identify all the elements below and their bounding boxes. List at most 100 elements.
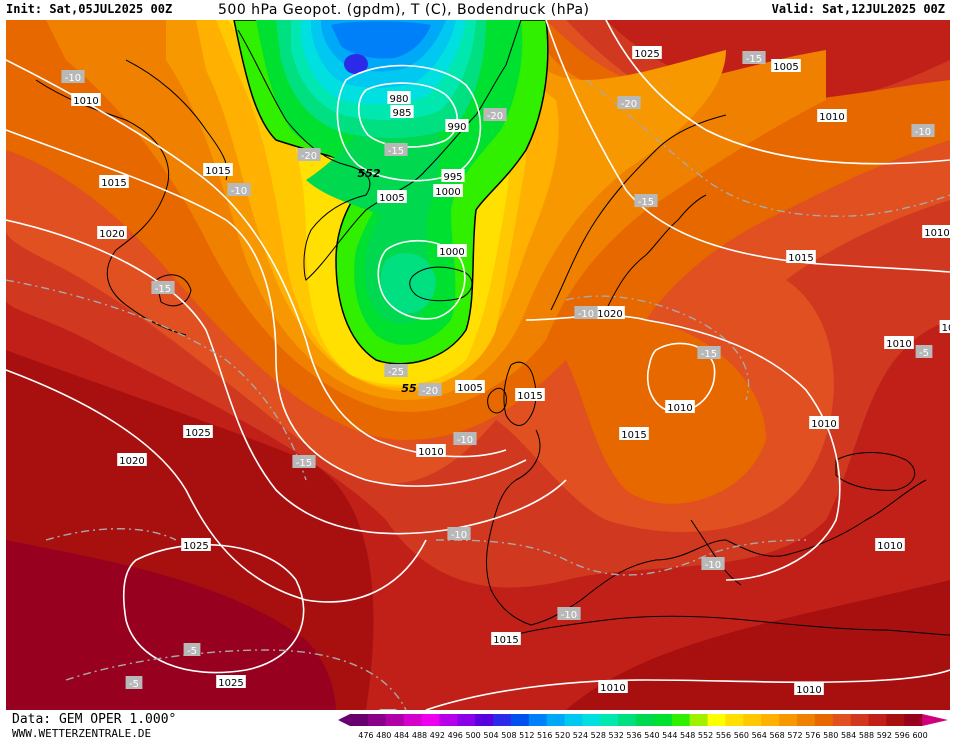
colorbar-tick-label: 560 [734, 731, 749, 740]
colorbar-swatch [779, 714, 798, 726]
pressure-label: 1010 [794, 682, 824, 696]
temperature-label-text: -10 [65, 73, 81, 84]
temperature-label-box [911, 124, 935, 137]
pressure-label-box [99, 175, 129, 188]
pressure-label: 1005 [455, 380, 485, 394]
temperature-label: -15 [292, 455, 316, 469]
colorbar-swatch [367, 714, 387, 726]
pressure-label-text: 1015 [788, 253, 813, 264]
pressure-label-text: 1015 [101, 178, 126, 189]
weather-map: 1010 1015 1015 1020 1025 1020 1025 1025 980 985 99… [6, 20, 950, 710]
height-labels: 552 55 [358, 167, 417, 395]
colorbar-swatch [457, 714, 476, 726]
pressure-label-box [387, 91, 411, 104]
temperature-label-text: -15 [746, 54, 762, 65]
colorbar-swatch [636, 714, 655, 726]
field-dark-red-se [566, 580, 950, 710]
pressure-label: 1020 [97, 226, 127, 240]
coast-newfoundland [155, 274, 192, 307]
pressure-label: 1010 [922, 225, 950, 239]
pressure-label: 1010 [817, 109, 847, 123]
pressure-label-box [794, 682, 824, 695]
pressure-label: 1005 [771, 59, 801, 73]
temperature-label-text: -10 [451, 530, 467, 541]
colorbar-tick-label: 552 [698, 731, 713, 740]
colorbar-tick-label: 556 [716, 731, 731, 740]
colorbar-swatch [385, 714, 405, 726]
temperature-label-box [125, 676, 143, 689]
pressure-label-text: 995 [443, 172, 462, 183]
colorbar-swatch [707, 714, 726, 726]
isobar-4 [6, 369, 427, 603]
temperature-label-text: -10 [561, 610, 577, 621]
temperature-label: -15 [634, 194, 658, 208]
temperature-label: -20 [617, 96, 641, 110]
temperature-label: -15 [384, 143, 408, 157]
pressure-label-box [390, 105, 414, 118]
colorbar-tick-label: 588 [859, 731, 874, 740]
pressure-label-box [786, 250, 816, 263]
colorbar-swatch [850, 714, 869, 726]
pressure-label: 1020 [595, 306, 625, 320]
coast-europe-west [486, 429, 582, 626]
temperature-label-text: -5 [187, 646, 197, 657]
temperature-label-box [483, 108, 507, 121]
colorbar-swatch [350, 714, 369, 726]
pressure-label-box [632, 46, 662, 59]
pressure-label-text: 1000 [439, 247, 464, 258]
pressure-label-box [771, 59, 801, 72]
pressure-label-text: 1010 [667, 403, 692, 414]
colorbar-swatch [725, 714, 744, 726]
pressure-label-text: 990 [447, 122, 466, 133]
pressure-label: 1015 [99, 175, 129, 189]
temperature-label: -15 [697, 346, 721, 360]
temperature-label: -10 [447, 527, 471, 541]
temperature-label-text: -5 [919, 348, 929, 359]
temp-contour-3 [65, 649, 407, 710]
colorbar-swatch [671, 714, 691, 726]
temperature-label-box [701, 557, 725, 570]
temperature-label-text: -25 [388, 367, 404, 378]
colorbar-tick-label: 564 [752, 731, 767, 740]
coast-norway [550, 114, 727, 311]
pressure-label-text: 1005 [379, 193, 404, 204]
pressure-label: 1025 [632, 46, 662, 60]
temp-contour-5 [585, 79, 950, 217]
colorbar-tick-label: 508 [501, 731, 516, 740]
colorbar-tick-label: 596 [895, 731, 910, 740]
temperature-label-text: -20 [422, 386, 438, 397]
coast-africa [495, 615, 950, 641]
temperature-label-box [634, 194, 658, 207]
colorbar-tick-label: 548 [680, 731, 695, 740]
temperature-label-box [418, 383, 442, 396]
pressure-label: 1015 [619, 427, 649, 441]
pressure-label: 1010 [416, 444, 446, 458]
pressure-label-text: 1010 [600, 683, 625, 694]
pressure-label: 1010 [598, 680, 628, 694]
temperature-label-text: -5 [129, 679, 139, 690]
colorbar-swatch [493, 714, 512, 726]
temperature-label: -10 [227, 183, 251, 197]
temperature-label-text: -15 [638, 197, 654, 208]
pressure-label: 1020 [117, 453, 147, 467]
pressure-label-box [619, 427, 649, 440]
temperature-label-box [384, 364, 408, 377]
coast-sweden-finland [605, 194, 707, 311]
pressure-label: 990 [445, 119, 469, 133]
temperature-label: -15 [742, 51, 766, 65]
temperature-label-box [292, 455, 316, 468]
temperature-label: -15 [151, 281, 175, 295]
pressure-label-text: 985 [392, 108, 411, 119]
colorbar-swatch [475, 714, 494, 726]
pressure-label-box [939, 320, 950, 333]
pressure-label: 1015 [515, 388, 545, 402]
colorbar-swatch [403, 714, 423, 726]
data-source-label: Data: GEM OPER 1.000° [12, 712, 177, 727]
pressure-label: 1015 [203, 163, 233, 177]
colorbar-swatch [761, 714, 780, 726]
colorbar-tick-label: 576 [805, 731, 820, 740]
height-label-text: 55 [401, 382, 417, 395]
temperature-label-text: -15 [388, 146, 404, 157]
temperature-label: -10 [574, 306, 598, 320]
colorbar-swatch [814, 714, 834, 726]
